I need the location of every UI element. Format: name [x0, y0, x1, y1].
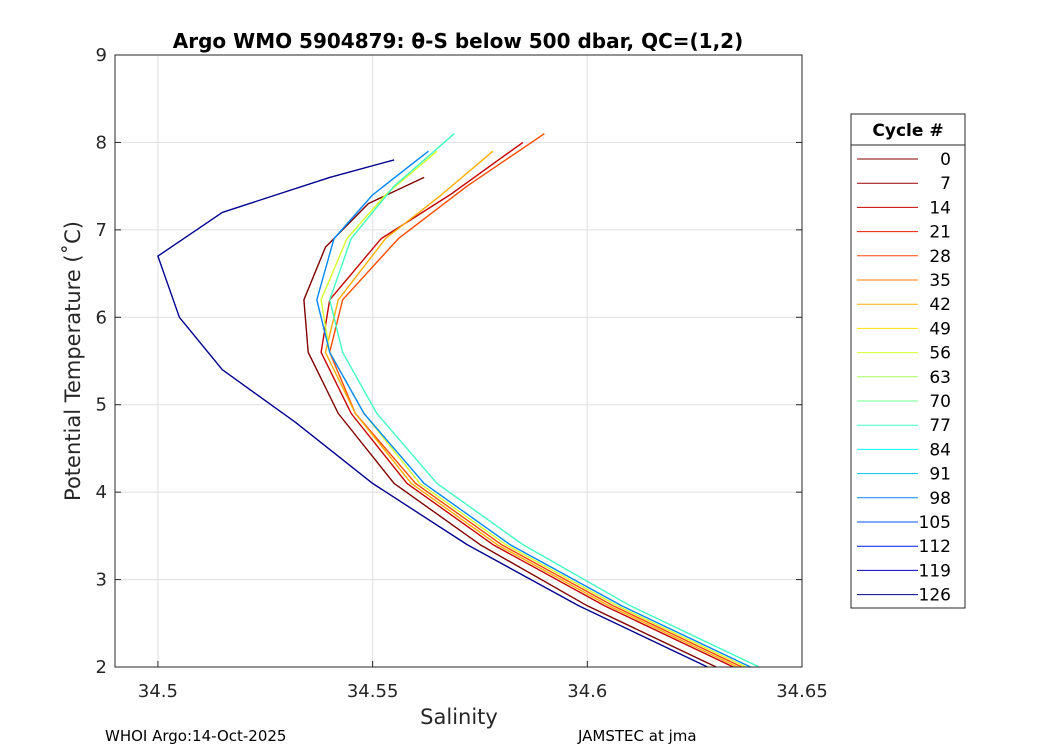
- profile-line-cycle-77: [329, 133, 760, 668]
- grid-lines: [115, 54, 803, 668]
- x-tick-label: 34.65: [776, 681, 828, 702]
- legend-label-91: 91: [929, 465, 951, 485]
- plot-frame: [114, 54, 803, 668]
- legend-label-84: 84: [929, 440, 951, 460]
- profile-line-cycle-14: [320, 141, 734, 668]
- y-tick-label: 7: [96, 220, 107, 241]
- legend-label-112: 112: [919, 537, 951, 557]
- legend-label-42: 42: [929, 295, 951, 315]
- y-tick-label: 5: [96, 395, 107, 416]
- profile-line-cycle-28: [329, 133, 743, 668]
- legend-label-98: 98: [929, 489, 951, 509]
- footer-right: JAMSTEC at jma: [577, 727, 697, 745]
- legend-label-56: 56: [929, 344, 951, 364]
- footer-left: WHOI Argo:14-Oct-2025: [105, 727, 286, 745]
- x-tick-label: 34.5: [138, 681, 178, 702]
- y-tick-label: 2: [96, 657, 107, 678]
- profile-line-cycle-98: [316, 150, 751, 668]
- x-tick-label: 34.55: [347, 681, 399, 702]
- axis-ticks: 34.5 34.55 34.6 34.65 2 3 4 5 6 7 8 9: [96, 45, 828, 702]
- chart-title: Argo WMO 5904879: θ-S below 500 dbar, QC…: [173, 29, 743, 53]
- y-axis-label: Potential Temperature (˚C): [61, 221, 85, 501]
- legend-title: Cycle #: [872, 121, 943, 141]
- legend-label-70: 70: [929, 392, 951, 412]
- legend-label-7: 7: [940, 174, 951, 194]
- y-tick-label: 3: [96, 570, 107, 591]
- y-tick-label: 6: [96, 307, 107, 328]
- legend-label-21: 21: [929, 223, 951, 243]
- legend-label-49: 49: [929, 319, 951, 339]
- legend-label-77: 77: [929, 416, 951, 436]
- profile-line-cycle-0: [303, 176, 717, 668]
- legend-label-28: 28: [929, 247, 951, 267]
- legend-label-0: 0: [940, 150, 951, 170]
- y-tick-label: 8: [96, 132, 107, 153]
- legend-box: [850, 113, 966, 609]
- cycle-legend: Cycle # 0 7 14 21 28 35 42 49 56 63 70 77 84 91 98 105 1…: [850, 113, 966, 609]
- plot-area: [115, 55, 802, 667]
- x-axis-label: Salinity: [420, 705, 498, 729]
- profile-line-cycle-42: [324, 150, 738, 668]
- legend-label-63: 63: [929, 368, 951, 388]
- legend-label-105: 105: [919, 513, 951, 533]
- x-tick-label: 34.6: [567, 681, 607, 702]
- legend-label-14: 14: [929, 198, 951, 218]
- legend-label-35: 35: [929, 271, 951, 291]
- profile-line-cycle-126: [157, 159, 708, 668]
- y-tick-label: 9: [96, 45, 107, 66]
- data-series: [157, 133, 760, 668]
- legend-label-119: 119: [919, 561, 951, 581]
- y-tick-label: 4: [96, 482, 107, 503]
- legend-label-126: 126: [919, 586, 951, 606]
